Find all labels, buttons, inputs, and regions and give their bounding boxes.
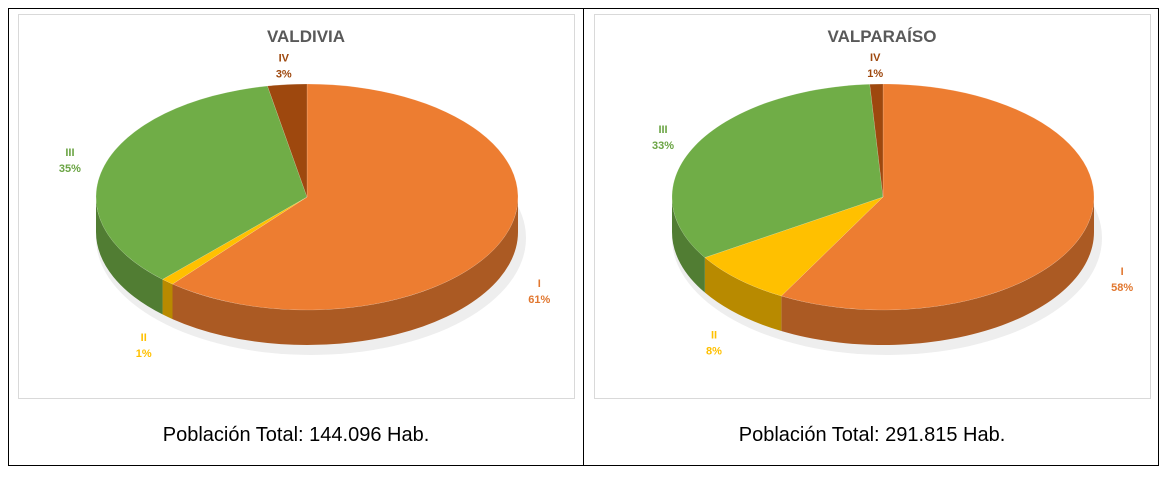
category-label: III [658,124,667,136]
pie-slice [780,83,1095,311]
pie-slice [162,196,308,285]
category-label: II [711,329,717,341]
pie-slice-side [672,197,705,293]
data-label: 35% [59,163,81,175]
pie-slice [95,85,308,280]
data-label: 61% [528,294,550,306]
pie-slice [267,83,308,198]
pie-slice-side [96,197,163,315]
category-label: I [538,278,541,290]
pie-slice-side [704,257,782,332]
category-label: IV [870,52,881,64]
category-label: III [65,147,74,159]
pie-slice-side [162,279,173,320]
category-label: I [1121,266,1124,278]
chart-frame [594,14,1151,399]
chart-title: VALPARAÍSO [828,27,937,46]
pie-slice [869,83,884,198]
caption: Población Total: 291.815 Hab. [739,424,1006,446]
data-label: 58% [1111,282,1133,294]
data-label: 1% [867,68,883,80]
pie-slice [704,196,884,297]
data-label: 8% [706,345,722,357]
chart-title: VALDIVIA [267,27,345,46]
pie-slice [671,83,884,258]
pie-slice [171,83,519,311]
pie-slice-side [781,197,1094,345]
category-label: IV [279,52,290,64]
pie-slice-side [172,197,518,345]
caption: Población Total: 144.096 Hab. [163,424,430,446]
data-label: 33% [652,140,674,152]
chart-frame [18,14,575,399]
data-label: 3% [276,68,292,80]
category-label: II [141,332,147,344]
data-label: 1% [136,348,152,360]
